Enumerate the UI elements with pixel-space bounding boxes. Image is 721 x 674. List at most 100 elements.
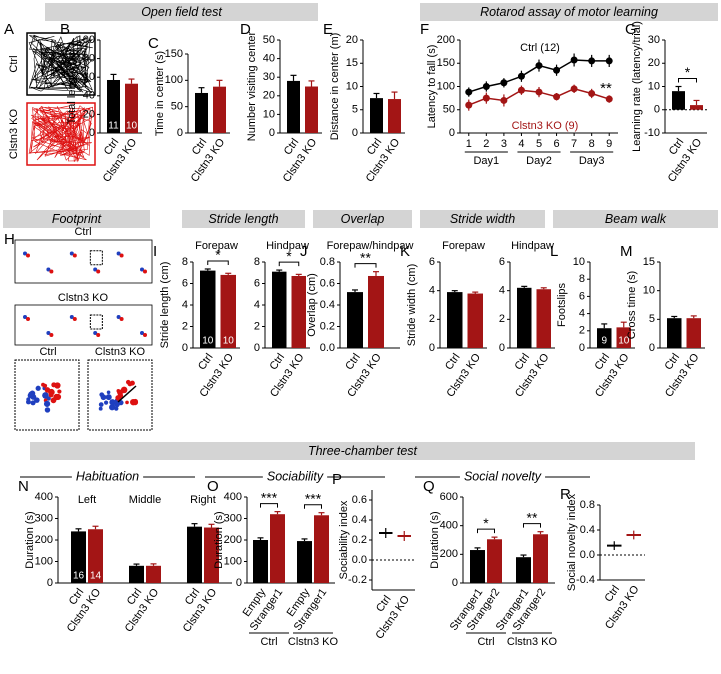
subsection-header: Social novelty [464,469,542,483]
zoom-print [98,406,103,411]
panel-letter: C [148,35,159,52]
section-header-bg [553,210,718,228]
bar [204,527,219,583]
y-tick-label: 400 [440,520,458,532]
significance-bracket [678,78,697,83]
y-axis-label: Duration (s) [429,511,441,568]
y-tick-label: 400 [224,491,242,503]
significance-label: * [215,247,221,263]
data-point [535,88,543,96]
group-label: Right [190,494,216,506]
y-tick-label: 0 [352,127,358,139]
panel-letter: M [620,243,633,260]
bar [146,565,161,583]
y-tick-label: 0 [499,342,505,354]
bar [516,557,531,583]
bar [213,86,226,133]
group-label: Ctrl [477,636,494,648]
y-tick-label: 0.2 [320,320,335,332]
footprint [119,253,124,258]
y-tick-label: 4 [499,285,505,297]
n-label: 9 [601,336,607,347]
footprint [46,331,51,335]
zoom-print [104,400,109,405]
footprint [26,253,30,258]
y-tick-label: 4 [429,285,435,297]
section-header-bg [45,3,318,21]
bar [71,531,86,583]
y-tick-label: -0.2 [348,574,367,586]
zoom-print [109,404,116,411]
n-label: 16 [73,571,85,582]
significance-label: * [286,248,292,264]
x-tick-label: 3 [501,138,507,150]
zoom-box [89,250,103,266]
zoom-print [51,382,57,388]
y-tick-label: 20 [648,57,660,69]
zoom-print [116,389,121,393]
y-tick-label: 0.0 [580,549,595,561]
zoom-label: Ctrl [39,346,56,358]
y-tick-label: 10 [573,256,585,268]
footprint [119,317,124,321]
bar [447,292,463,348]
zoom-print [132,398,139,405]
footprint [49,269,54,274]
y-tick-label: 0.0 [320,342,335,354]
footprint [116,315,121,319]
y-tick-label: 200 [224,534,242,546]
y-tick-label: 2 [579,325,585,337]
n-label: 10 [223,336,235,347]
y-tick-label: 0 [654,104,660,116]
data-point [500,79,508,87]
bar [616,327,631,348]
y-axis-label: Sociability index [338,500,350,579]
footprint [93,331,98,335]
y-tick-label: 8 [579,273,585,285]
y-tick-label: 0 [452,577,458,589]
y-tick-label: 20 [263,90,275,102]
data-point [570,85,578,93]
bar [314,515,329,583]
zoom-print [125,400,129,405]
y-tick-label: 10 [346,80,358,92]
y-tick-label: 0.2 [352,534,367,546]
panel-letter: K [400,243,410,260]
footprint [140,331,144,335]
zoom-print [98,402,104,407]
y-tick-label: 20 [83,108,95,120]
bar [305,86,318,133]
significance-label: ** [360,249,371,265]
y-tick-label: 6 [429,256,435,268]
y-axis-label: Latency to fall (s) [426,45,438,129]
bar [270,514,285,583]
y-tick-label: 40 [83,90,95,102]
y-tick-label: 0.8 [580,499,595,511]
significance-label: * [685,64,691,80]
series-label: Ctrl (12) [520,42,560,54]
footprint-strip [14,304,153,346]
y-tick-label: 80 [83,53,95,65]
y-tick-label: 5 [352,104,358,116]
y-tick-label: 10 [263,108,275,120]
footprint [93,267,98,272]
significance-label: *** [305,490,322,506]
y-axis-label: Distance in center (m) [329,33,341,141]
section-header: Stride length [208,212,278,226]
x-group-label: Day1 [473,155,499,167]
y-tick-label: 4 [182,299,188,311]
bar [667,318,682,348]
n-label: 10 [618,336,630,347]
data-point [588,89,596,97]
image-label: Ctrl [74,226,91,238]
data-point [482,94,490,102]
footprint [143,269,147,274]
y-tick-label: 0.4 [580,524,595,536]
footprint [69,251,74,256]
bar [187,526,202,583]
data-point [517,86,525,94]
zoom-print [119,389,124,394]
bar [672,91,685,110]
n-label: 10 [126,121,138,132]
